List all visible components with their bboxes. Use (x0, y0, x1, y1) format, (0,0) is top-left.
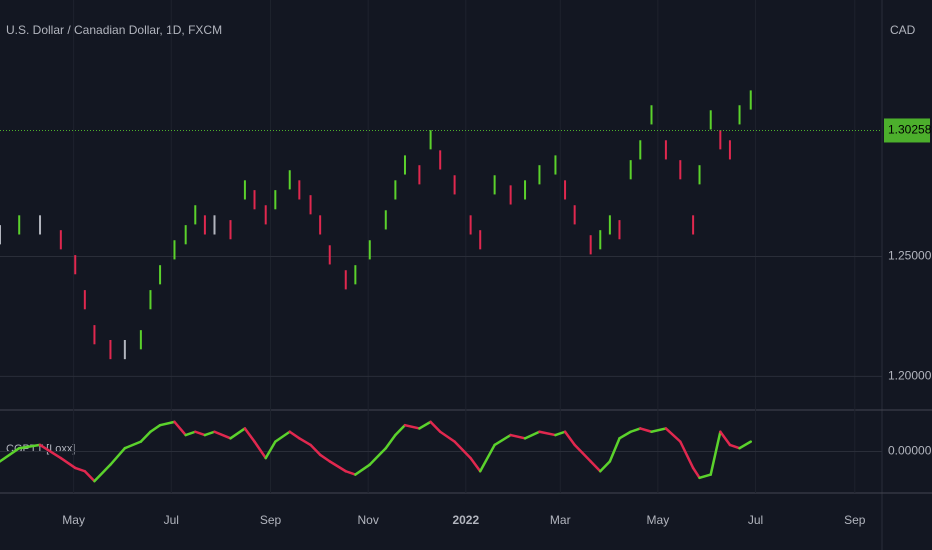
indicator-segment (469, 456, 482, 473)
indicator-segment (639, 427, 653, 433)
indicator-segment (679, 440, 695, 470)
indicator-segment (243, 427, 256, 443)
indicator-segment (589, 460, 602, 473)
x-tick-label: Mar (550, 513, 571, 527)
indicator-segment (691, 466, 701, 480)
indicator-segment (368, 446, 388, 466)
y-axis-label: CAD (890, 23, 916, 37)
x-tick-label: Jul (748, 513, 763, 527)
indicator-segment (288, 430, 301, 440)
indicator-segment (629, 427, 642, 433)
chart-title: U.S. Dollar / Canadian Dollar, 1D, FXCM (6, 23, 222, 37)
indicator-segment (493, 433, 512, 447)
indicator-segment (93, 463, 112, 483)
indicator-segment (73, 466, 87, 473)
indicator-segment (573, 443, 592, 463)
indicator-segment (384, 433, 397, 450)
indicator-segment (229, 427, 247, 440)
indicator-segment (59, 456, 77, 470)
indicator-segment (38, 443, 63, 460)
indicator-segment (0, 446, 21, 463)
last-price-label: 1.30258 (888, 123, 932, 137)
indicator-segment (139, 430, 152, 443)
indicator-segment (394, 423, 407, 437)
indicator-segment (453, 440, 472, 460)
y-tick-label: 0.00000 (888, 444, 932, 458)
indicator-segment (354, 463, 372, 476)
indicator-segment (438, 430, 456, 443)
indicator-segment (738, 440, 752, 450)
indicator-segment (264, 440, 277, 460)
indicator-segment (509, 433, 527, 440)
x-tick-label: May (647, 513, 670, 527)
indicator-segment (298, 437, 312, 447)
indicator-segment (523, 430, 541, 440)
indicator-segment (478, 443, 496, 473)
indicator-segment (650, 427, 668, 433)
indicator-segment (344, 470, 357, 476)
indicator-segment (123, 440, 143, 450)
x-tick-label: 2022 (452, 513, 479, 527)
indicator-segment (538, 430, 557, 437)
indicator-segment (608, 437, 621, 463)
indicator-segment (664, 427, 682, 443)
indicator-segment (213, 430, 232, 440)
indicator-segment (599, 460, 612, 473)
indicator-segment (158, 420, 176, 427)
x-tick-label: Jul (164, 513, 179, 527)
last-price-box (884, 118, 930, 143)
x-tick-label: Sep (844, 513, 866, 527)
indicator-segment (173, 420, 187, 437)
x-tick-label: May (62, 513, 85, 527)
indicator-segment (563, 430, 576, 447)
indicator-segment (109, 446, 127, 466)
indicator-segment (309, 443, 322, 457)
indicator-segment (17, 443, 42, 450)
indicator-segment (709, 430, 722, 476)
x-tick-label: Sep (260, 513, 282, 527)
indicator-segment (83, 470, 96, 483)
indicator-segment (274, 430, 291, 443)
indicator-segment (554, 430, 567, 437)
indicator-segment (403, 423, 421, 430)
y-tick-label: 1.25000 (888, 249, 932, 263)
y-tick-label: 1.20000 (888, 369, 932, 383)
indicator-segment (194, 430, 207, 437)
indicator-segment (728, 443, 741, 450)
indicator-segment (149, 423, 162, 433)
indicator-segment (698, 473, 712, 480)
x-tick-label: Nov (357, 513, 378, 527)
indicator-segment (318, 453, 331, 463)
indicator-segment (418, 420, 432, 430)
indicator-segment (184, 430, 197, 437)
indicator-segment (719, 430, 732, 447)
indicator-segment (253, 440, 267, 460)
indicator-segment (429, 420, 442, 433)
indicator-segment (203, 430, 216, 437)
indicator-segment (618, 430, 632, 440)
indicator-segment (328, 460, 348, 473)
